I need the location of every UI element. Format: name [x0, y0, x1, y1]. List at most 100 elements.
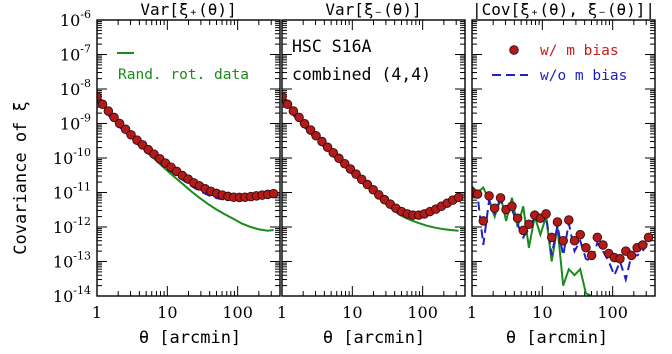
marker-point — [317, 136, 327, 147]
marker-point — [507, 201, 517, 211]
ticks — [96, 19, 281, 297]
y-tick-base: 10 — [53, 287, 73, 306]
marker-point — [558, 235, 568, 246]
legend-w-m-bias-label: w/ m bias — [540, 43, 619, 59]
y-tick-base: 10 — [60, 80, 80, 99]
marker-point — [126, 130, 136, 140]
marker-point — [288, 106, 299, 116]
marker-point — [541, 209, 551, 219]
y-tick-exponent: -13 — [73, 250, 91, 263]
panel-frame — [471, 19, 656, 297]
x-axis-label-panel-1: θ [arcmin] — [139, 328, 241, 348]
y-tick-label: 10-9 — [60, 112, 91, 134]
marker-point — [524, 219, 534, 230]
marker-point — [305, 125, 316, 135]
marker-point — [114, 118, 125, 129]
marker-point — [569, 235, 580, 246]
marker-point — [643, 232, 654, 243]
y-tick-base: 10 — [53, 218, 73, 237]
marker-point — [546, 232, 557, 243]
x-tick-label: 1 — [92, 303, 102, 322]
rand-rot-line — [97, 97, 274, 232]
marker-point — [103, 106, 114, 116]
panel-title: Var[ξ₊(θ)] — [140, 0, 236, 19]
y-tick-exponent: -12 — [73, 215, 91, 228]
panel-frame — [96, 19, 281, 297]
y-tick-label: 10-13 — [53, 250, 91, 272]
annotation-line: HSC S16A — [292, 37, 372, 56]
y-tick-base: 10 — [60, 11, 80, 30]
series-group — [282, 91, 464, 232]
series-group — [472, 185, 654, 296]
ticks — [281, 19, 466, 297]
y-tick-label: 10-8 — [60, 77, 91, 99]
marker-point — [518, 225, 528, 236]
x-tick-label: 1 — [467, 303, 477, 322]
marker-point — [97, 91, 102, 102]
marker-point — [299, 119, 310, 129]
y-tick-exponent: -14 — [73, 284, 91, 297]
x-tick-label: 10 — [157, 303, 177, 322]
panel-3: 1 10 100 |Cov[ξ₊(θ), ξ₋(θ)]| w/ m bias w/o m … — [467, 0, 656, 322]
marker-point — [592, 232, 603, 243]
y-tick-exponent: -7 — [80, 43, 91, 56]
y-tick-exponent: -10 — [73, 146, 91, 159]
marker-point — [453, 192, 464, 203]
legend-rand-rot-label: Rand. rot. data — [118, 67, 249, 83]
series-group — [97, 91, 279, 232]
marker-point — [489, 203, 500, 213]
marker-point — [268, 188, 279, 199]
marker-point — [575, 229, 585, 240]
marker-point — [478, 216, 489, 226]
panel-1: 1 10 10010-1410-1310-1210-1110-1010-910-81… — [53, 0, 281, 322]
x-tick-label: 100 — [597, 303, 628, 322]
x-axis-label-panel-3: θ [arcmin] — [506, 328, 608, 348]
marker-point — [495, 193, 506, 203]
y-tick-base: 10 — [53, 149, 73, 168]
marker-point — [294, 112, 304, 123]
marker-point — [282, 99, 293, 110]
x-tick-label: 100 — [407, 303, 438, 322]
y-tick-base: 10 — [60, 115, 80, 134]
marker-point — [322, 142, 333, 152]
marker-point — [615, 254, 625, 264]
y-tick-base: 10 — [53, 253, 73, 272]
marker-point — [598, 240, 608, 250]
y-tick-exponent: -6 — [80, 8, 91, 21]
panel-frame — [281, 19, 466, 297]
panel-title: |Cov[ξ₊(θ), ξ₋(θ)]| — [472, 0, 655, 19]
panel-2: 1 10 100 Var[ξ₋(θ)] HSC S16A combined (4,4) — [277, 0, 466, 322]
y-tick-label: 10-12 — [53, 215, 91, 237]
marker-point — [311, 131, 321, 141]
legend-w-m-bias-marker — [509, 45, 519, 55]
x-tick-label: 100 — [222, 303, 253, 322]
y-tick-label: 10-7 — [60, 43, 91, 65]
panels: 1 10 10010-1410-1310-1210-1110-1010-910-81… — [53, 0, 656, 322]
marker-point — [334, 153, 344, 164]
marker-point — [586, 250, 597, 261]
panel-title: Var[ξ₋(θ)] — [325, 0, 421, 19]
marker-point — [97, 99, 108, 110]
marker-point — [638, 240, 648, 250]
x-tick-label: 10 — [342, 303, 362, 322]
x-tick-label: 1 — [277, 303, 287, 322]
y-tick-exponent: -11 — [73, 181, 91, 194]
y-tick-base: 10 — [53, 184, 73, 203]
y-axis-label: Covariance of ξ — [11, 101, 31, 255]
x-tick-label: 10 — [532, 303, 552, 322]
marker-point — [564, 215, 574, 225]
x-axis-label-panel-2: θ [arcmin] — [323, 328, 425, 348]
y-tick-label: 10-10 — [53, 146, 91, 168]
legend-wo-m-bias-label: w/o m bias — [540, 68, 627, 84]
y-tick-exponent: -9 — [80, 112, 91, 125]
marker-point — [109, 112, 119, 123]
marker-point — [512, 213, 523, 223]
annotation-line: combined (4,4) — [292, 65, 431, 84]
marker-point — [552, 217, 563, 227]
marker-point — [626, 250, 637, 261]
marker-point — [484, 191, 494, 201]
marker-point — [328, 147, 338, 158]
wo-m-bias-line — [97, 100, 274, 201]
y-tick-label: 10-11 — [53, 181, 91, 203]
